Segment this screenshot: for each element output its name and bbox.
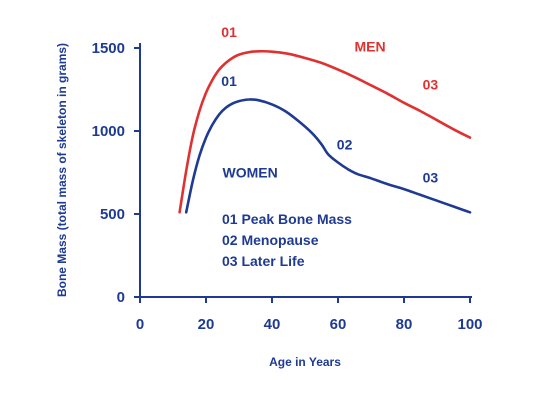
x-tick-label: 80: [396, 316, 413, 333]
point-label-women-02: 02: [337, 136, 353, 152]
annotation-menopause: 02 Menopause: [222, 232, 319, 248]
annotation-peak-bone-mass: 01 Peak Bone Mass: [222, 211, 352, 227]
x-tick-label: 60: [330, 316, 347, 333]
x-tick-label: 40: [264, 316, 281, 333]
point-label-women-03: 03: [423, 169, 439, 185]
x-tick-label: 100: [457, 316, 482, 333]
y-tick-label: 1500: [92, 40, 125, 57]
x-axis-ticks: 0 20 40 60 80 100: [136, 297, 483, 333]
x-tick-label: 0: [136, 316, 144, 333]
point-label-men-01: 01: [221, 24, 237, 40]
y-tick-label: 0: [117, 289, 125, 306]
point-label-men-03: 03: [423, 77, 439, 93]
x-axis-title: Age in Years: [269, 355, 341, 369]
annotation-later-life: 03 Later Life: [222, 253, 305, 269]
y-axis-title: Bone Mass (total mass of skeleton in gra…: [55, 43, 69, 297]
series-label-men: MEN: [355, 38, 386, 54]
axes: [139, 43, 472, 298]
series-line-men: [178, 49, 472, 214]
series-line-women: [184, 98, 472, 214]
y-tick-label: 500: [100, 206, 125, 223]
y-tick-label: 1000: [92, 123, 125, 140]
point-labels: MEN 01 03 WOMEN 01 02 03: [221, 24, 438, 185]
x-tick-label: 20: [198, 316, 215, 333]
series-label-women: WOMEN: [223, 164, 278, 180]
annotation-legend: 01 Peak Bone Mass 02 Menopause 03 Later …: [222, 211, 352, 269]
series-layer: [178, 49, 472, 214]
y-axis-ticks: 0 500 1000 1500: [92, 40, 140, 306]
point-label-women-01: 01: [221, 73, 237, 89]
